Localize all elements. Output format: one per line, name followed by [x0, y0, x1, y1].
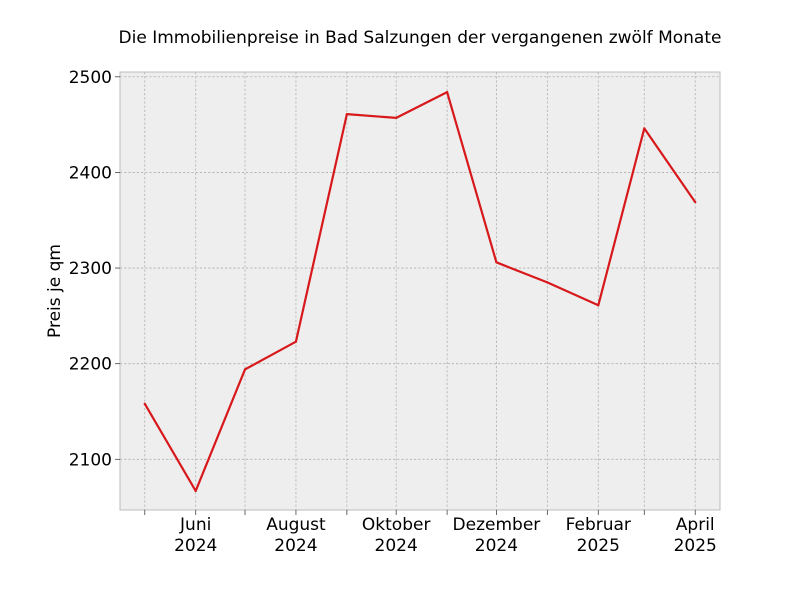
grid	[120, 72, 720, 510]
y-axis-label: Preis je qm	[45, 244, 65, 338]
chart-title: Die Immobilienpreise in Bad Salzungen de…	[119, 28, 722, 48]
data-point	[194, 489, 197, 492]
data-point	[597, 304, 600, 307]
x-tick-label: Dezember 2024	[453, 515, 541, 556]
plot-area	[120, 72, 720, 510]
data-point	[546, 281, 549, 284]
x-tick-label: Februar 2025	[566, 515, 631, 556]
data-point	[294, 340, 298, 343]
data-point	[345, 112, 348, 116]
y-tick-label: 2400	[69, 163, 112, 183]
data-point	[243, 368, 247, 371]
x-axis: Juni 2024 August 2024 Oktober 2024 Dezember 202…	[144, 510, 717, 556]
data-point	[495, 261, 498, 264]
x-tick-label: Juni 2024	[174, 515, 217, 556]
series-layer	[143, 90, 697, 492]
y-tick-label: 2200	[69, 355, 112, 375]
y-tick-label: 2300	[69, 259, 112, 279]
x-tick-label: April 2025	[674, 515, 717, 556]
data-point	[694, 200, 697, 204]
y-tick-label: 2100	[69, 450, 112, 470]
data-point	[395, 116, 398, 120]
y-tick-label: 2500	[69, 68, 112, 88]
data-point	[143, 402, 146, 405]
data-point	[643, 127, 646, 130]
series-line	[143, 90, 697, 492]
y-axis: 2100 2200 2300 2400 2500	[69, 68, 120, 470]
x-tick-label: August 2024	[266, 515, 326, 556]
x-tick-label: Oktober 2024	[362, 515, 431, 556]
data-point	[446, 90, 449, 94]
plot-frame	[119, 71, 721, 511]
